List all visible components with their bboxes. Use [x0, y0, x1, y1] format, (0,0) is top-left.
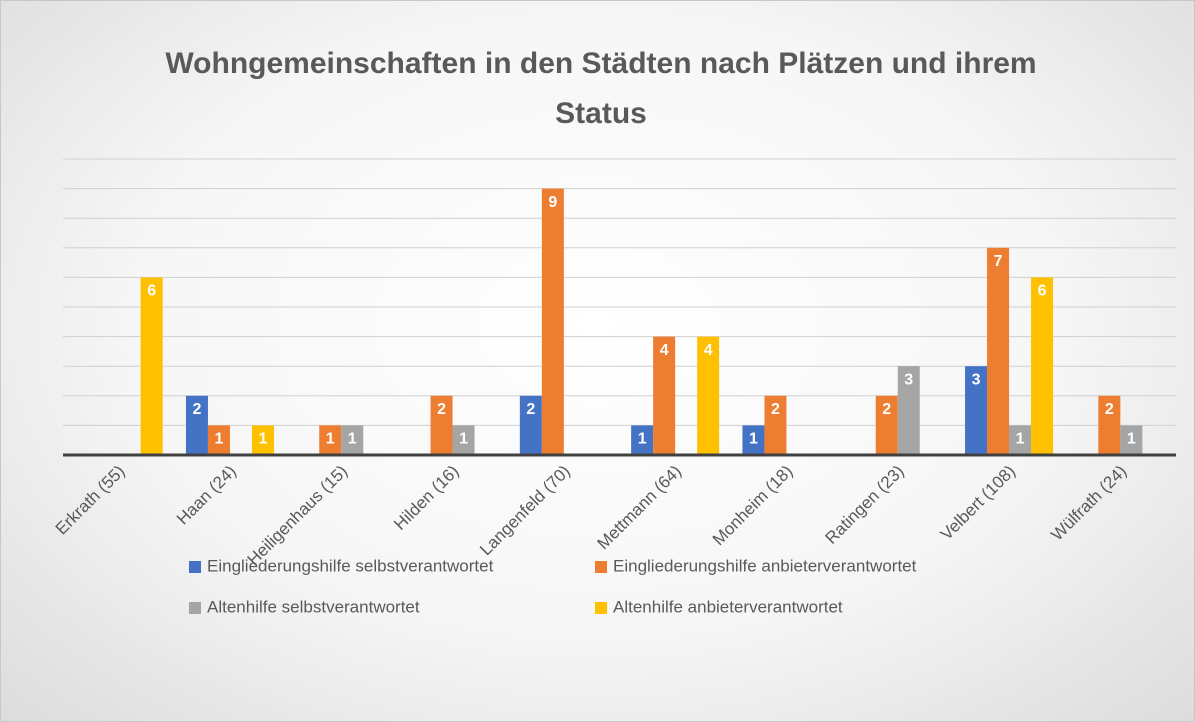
data-label: 1 [749, 431, 758, 448]
bar [742, 425, 765, 455]
data-label: 1 [459, 431, 468, 448]
legend-swatch [595, 602, 607, 614]
data-label: 4 [704, 342, 713, 359]
x-tick-label: Langenfeld (70) [476, 462, 574, 560]
x-tick-label: Heiligenhaus (15) [244, 462, 352, 570]
bar [875, 395, 898, 455]
data-label: 2 [526, 401, 535, 418]
data-label: 1 [326, 431, 335, 448]
bar [140, 277, 163, 455]
bar [1120, 425, 1143, 455]
bar [319, 425, 342, 455]
x-tick-label: Haan (24) [173, 462, 240, 529]
bar [519, 395, 542, 455]
bar [341, 425, 364, 455]
x-tick-label: Hilden (16) [390, 462, 462, 534]
legend-label: Altenhilfe anbieterverantwortet [613, 597, 843, 616]
x-tick-label: Velbert (108) [937, 462, 1019, 544]
data-label: 1 [348, 431, 357, 448]
data-label: 3 [972, 371, 981, 388]
legend-swatch [189, 561, 201, 573]
data-label: 4 [660, 342, 669, 359]
x-tick-label: Mettmann (64) [594, 462, 686, 554]
bar [541, 188, 564, 455]
bar [897, 366, 920, 455]
data-label: 6 [147, 283, 156, 300]
x-tick-label: Wülfrath (24) [1047, 462, 1130, 545]
data-label: 2 [192, 401, 201, 418]
data-label: 2 [771, 401, 780, 418]
chart-title: Wohngemeinschaften in den Städten nach P… [165, 47, 1037, 130]
bar [1098, 395, 1121, 455]
data-label: 9 [548, 194, 557, 211]
bar [207, 425, 230, 455]
data-label: 1 [214, 431, 223, 448]
legend-label: Eingliederungshilfe selbstverantwortet [207, 556, 494, 575]
legend-label: Altenhilfe selbstverantwortet [207, 597, 420, 616]
x-tick-label: Erkrath (55) [52, 462, 129, 539]
data-label: 2 [437, 401, 446, 418]
bar [965, 366, 988, 455]
bar [452, 425, 475, 455]
bar [764, 395, 787, 455]
bar [1009, 425, 1032, 455]
data-label: 2 [1105, 401, 1114, 418]
data-label: 7 [994, 253, 1003, 270]
data-label: 2 [882, 401, 891, 418]
bar [697, 336, 720, 455]
data-label: 1 [1127, 431, 1136, 448]
legend-swatch [189, 602, 201, 614]
bar [987, 247, 1010, 455]
bar [430, 395, 453, 455]
bar [1031, 277, 1054, 455]
data-label: 1 [1016, 431, 1025, 448]
data-label: 3 [904, 371, 913, 388]
bar [251, 425, 274, 455]
bar [185, 395, 208, 455]
legend-label: Eingliederungshilfe anbieterverantwortet [613, 556, 917, 575]
bar [653, 336, 676, 455]
bar [631, 425, 654, 455]
legend-swatch [595, 561, 607, 573]
data-label: 6 [1038, 283, 1047, 300]
data-label: 1 [638, 431, 647, 448]
data-label: 1 [258, 431, 267, 448]
x-tick-label: Ratingen (23) [821, 462, 907, 548]
x-tick-label: Monheim (18) [709, 462, 797, 550]
